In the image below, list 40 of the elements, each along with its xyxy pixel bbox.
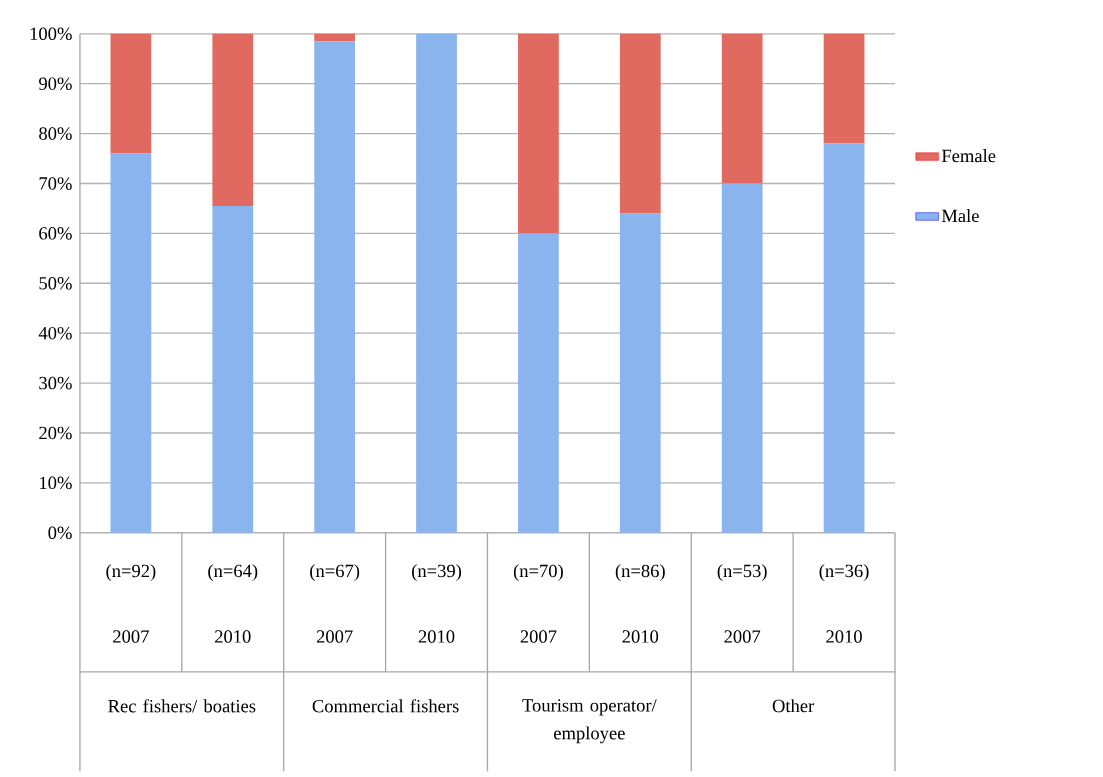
category-label: (n=86) 2010 (615, 563, 665, 643)
y-tick-label: 70% (39, 177, 72, 190)
category-label: (n=53) 2007 (717, 563, 767, 643)
bar (619, 33, 661, 214)
legend-label: Female (941, 148, 996, 163)
y-tick-label: 20% (39, 426, 72, 440)
y-tick-label: 10% (40, 476, 72, 490)
bar (823, 143, 865, 533)
text: Commercial fishers (312, 699, 459, 713)
y-tick-label: 30% (39, 376, 72, 390)
bar (416, 33, 457, 533)
bar (518, 233, 559, 533)
bar (212, 33, 254, 206)
text: Tourism operator/ employee (522, 699, 657, 744)
bar (212, 205, 254, 533)
y-tick-label: 100% (30, 27, 72, 40)
y-tick-label: 90% (39, 77, 72, 90)
category-label: (n=70) 2007 (513, 563, 563, 643)
bar (110, 153, 152, 533)
text: Rec fishers/ boaties (108, 699, 256, 713)
bar (721, 183, 763, 533)
y-tick-label: 80% (39, 127, 72, 140)
text: Other (772, 698, 815, 713)
y-tick-label: 0% (48, 526, 72, 539)
bar (314, 41, 356, 533)
bar (823, 33, 865, 144)
bar (110, 33, 152, 154)
legend-label: Male (941, 208, 979, 222)
category-label: (n=67) 2007 (310, 563, 360, 643)
category-label: (n=64) 2010 (208, 563, 258, 643)
bar (619, 213, 661, 533)
y-tick-label: 60% (39, 226, 72, 240)
category-label: (n=39) 2010 (412, 563, 462, 643)
bar (518, 33, 559, 234)
bar (721, 33, 763, 184)
y-tick-label: 40% (38, 326, 72, 340)
y-tick-label: 50% (39, 276, 72, 290)
bar (314, 33, 356, 42)
category-label: (n=92) 2007 (106, 563, 156, 643)
category-label: (n=36) 2010 (819, 563, 869, 643)
